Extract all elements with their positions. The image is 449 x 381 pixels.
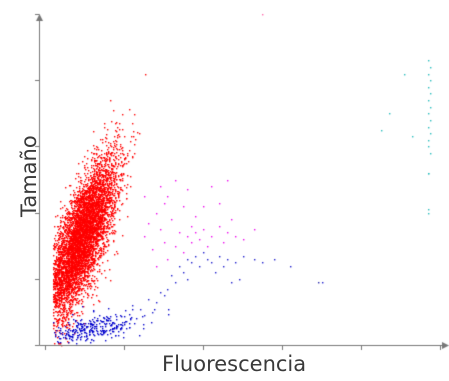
y-axis-label: Tamaño (17, 135, 41, 217)
x-axis-label: Fluorescencia (162, 352, 307, 376)
